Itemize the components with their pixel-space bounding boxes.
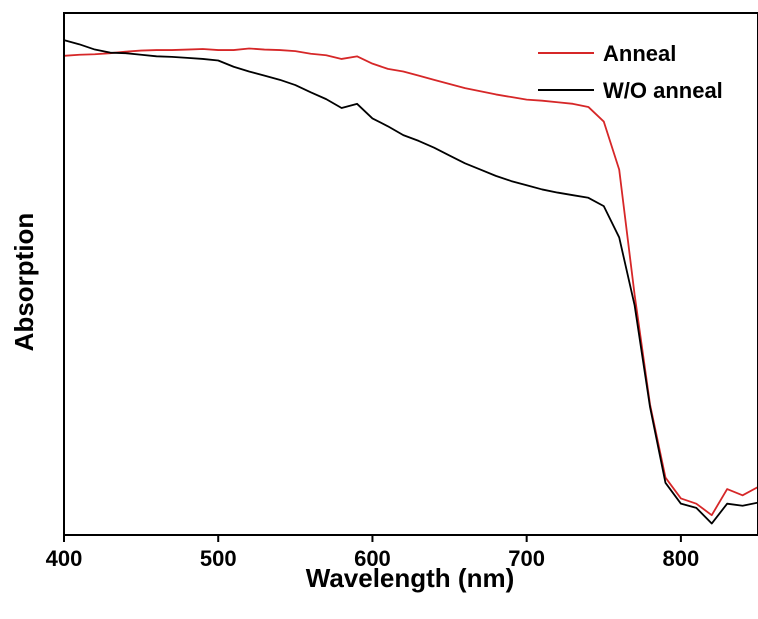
series-layer	[63, 39, 758, 525]
x-tick-label: 600	[354, 546, 391, 571]
legend-label: Anneal	[603, 41, 676, 66]
legend-label: W/O anneal	[603, 78, 723, 103]
plot-frame	[63, 12, 758, 536]
series-line-wo-anneal	[63, 39, 758, 525]
legend-item-wo-anneal: W/O anneal	[538, 78, 723, 103]
x-tick-label: 700	[508, 546, 545, 571]
x-axis-ticks: 400 500 600 700 800	[46, 535, 700, 571]
x-axis-title: Wavelength (nm)	[306, 563, 514, 593]
x-tick-label: 800	[663, 546, 700, 571]
x-tick-label: 400	[46, 546, 83, 571]
legend-item-anneal: Anneal	[538, 41, 676, 66]
y-axis-title: Absorption	[9, 213, 39, 352]
series-line-anneal	[63, 47, 758, 517]
x-tick-label: 500	[200, 546, 237, 571]
legend: Anneal W/O anneal	[538, 41, 723, 103]
